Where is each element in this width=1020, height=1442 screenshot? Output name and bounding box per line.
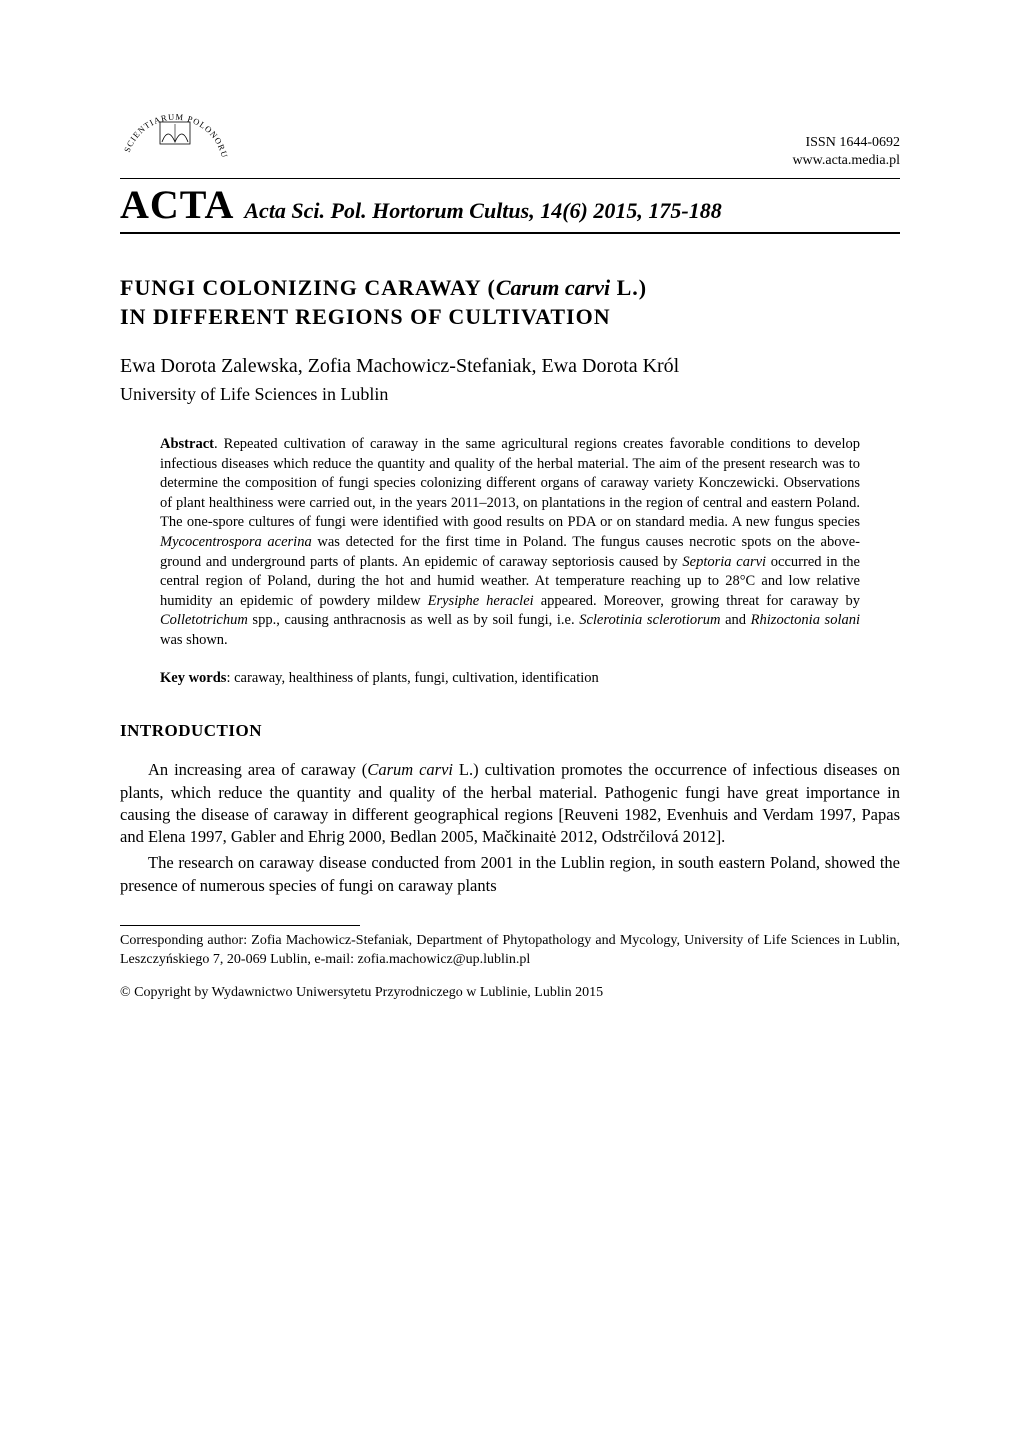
header-row: SCIENTIARUM POLONORUM ISSN 1644-0692 www… <box>120 100 900 170</box>
acta-wordmark: ACTA <box>120 181 234 228</box>
abstract-species-6: Rhizoctonia solani <box>751 612 860 628</box>
abstract-text-4: appeared. Moreover, growing threat for c… <box>534 593 860 609</box>
intro-p1-species: Carum carvi <box>367 760 453 779</box>
keywords-text: : caraway, healthiness of plants, fungi,… <box>226 670 598 686</box>
intro-p1-before: An increasing area of caraway ( <box>148 760 367 779</box>
abstract-species-1: Mycocentrospora acerina <box>160 534 312 550</box>
article-title: FUNGI COLONIZING CARAWAY (Carum carvi L.… <box>120 274 900 331</box>
footnote-rule <box>120 925 360 926</box>
logo-block: SCIENTIARUM POLONORUM <box>120 100 230 170</box>
abstract-text-end: was shown. <box>160 632 228 648</box>
title-part-1b: L.) <box>610 275 647 300</box>
corresponding-author-footnote: Corresponding author: Zofia Machowicz-St… <box>120 932 900 970</box>
issn-text: ISSN 1644-0692 <box>792 134 900 152</box>
abstract-text-5: spp., causing anthracnosis as well as by… <box>248 612 579 628</box>
intro-paragraph-1: An increasing area of caraway (Carum car… <box>120 759 900 848</box>
title-part-2: IN DIFFERENT REGIONS OF CULTIVATION <box>120 304 611 329</box>
issn-block: ISSN 1644-0692 www.acta.media.pl <box>792 134 900 170</box>
abstract-label: Abstract <box>160 436 214 452</box>
acta-logo-svg: SCIENTIARUM POLONORUM <box>120 100 230 170</box>
intro-paragraph-2: The research on caraway disease conducte… <box>120 852 900 897</box>
affiliation: University of Life Sciences in Lublin <box>120 384 900 405</box>
abstract-text-1: . Repeated cultivation of caraway in the… <box>160 436 860 530</box>
keywords-block: Key words: caraway, healthiness of plant… <box>160 670 860 687</box>
abstract-block: Abstract. Repeated cultivation of carawa… <box>160 435 860 650</box>
abstract-species-5: Sclerotinia sclerotiorum <box>579 612 720 628</box>
journal-citation: Acta Sci. Pol. Hortorum Cultus, 14(6) 20… <box>244 198 721 224</box>
authors: Ewa Dorota Zalewska, Zofia Machowicz-Ste… <box>120 355 900 378</box>
title-species: Carum carvi <box>496 275 610 300</box>
section-heading-introduction: INTRODUCTION <box>120 721 900 741</box>
website-text: www.acta.media.pl <box>792 152 900 170</box>
title-part-1: FUNGI COLONIZING CARAWAY ( <box>120 275 496 300</box>
journal-title-row: ACTA Acta Sci. Pol. Hortorum Cultus, 14(… <box>120 178 900 234</box>
abstract-species-3: Erysiphe heraclei <box>428 593 534 609</box>
copyright-footnote: © Copyright by Wydawnictwo Uniwersytetu … <box>120 984 900 1003</box>
abstract-species-2: Septoria carvi <box>682 554 766 570</box>
abstract-species-4: Colletotrichum <box>160 612 248 628</box>
abstract-text-6: and <box>721 612 751 628</box>
keywords-label: Key words <box>160 670 226 686</box>
